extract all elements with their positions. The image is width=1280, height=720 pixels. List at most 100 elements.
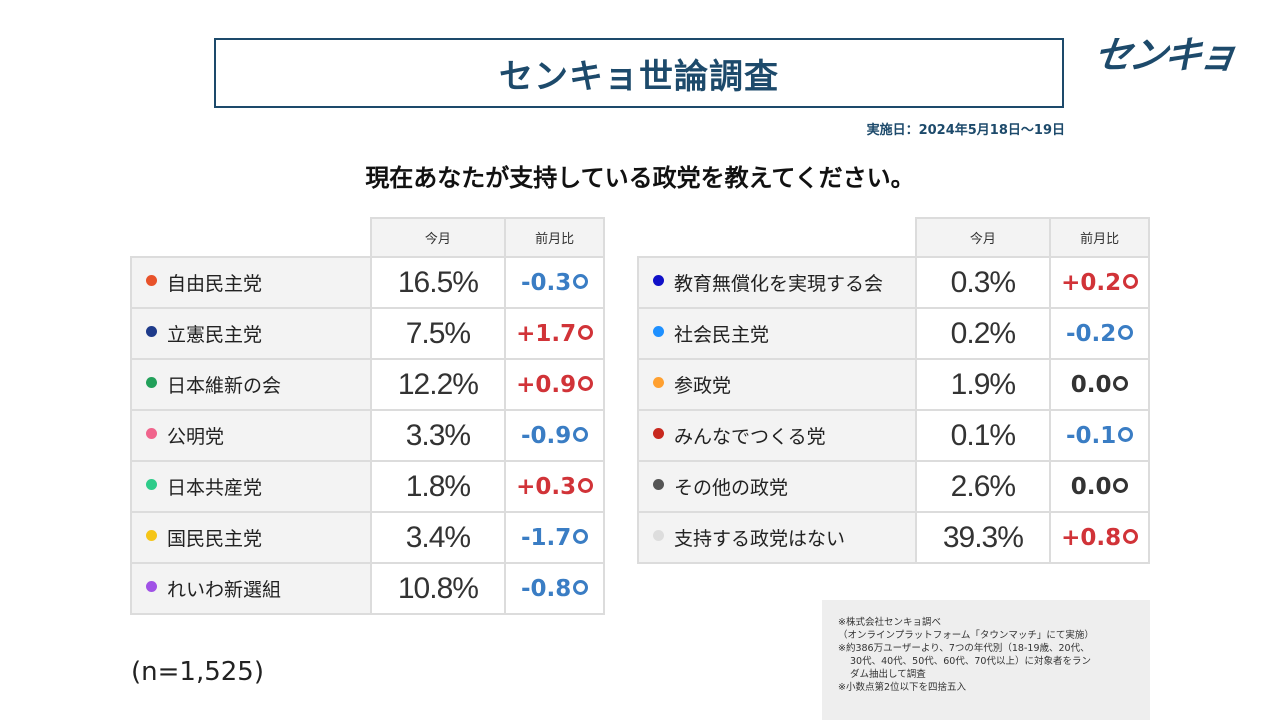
- point-unit-icon: [1123, 273, 1139, 289]
- party-row: 日本維新の会 12.2% +0.9: [130, 358, 605, 411]
- header-blank-cell: [638, 218, 917, 258]
- month-diff-cell: +1.7: [504, 307, 605, 360]
- month-diff-value: +0.9: [516, 371, 577, 398]
- current-percentage: 10.8%: [369, 562, 507, 615]
- month-diff-cell: +0.2: [1049, 256, 1150, 309]
- current-percentage: 7.5%: [369, 307, 507, 360]
- month-diff-value: -0.1: [1065, 422, 1117, 449]
- month-diff-cell: -0.9: [504, 409, 605, 462]
- party-name: 日本共産党: [167, 477, 263, 499]
- month-diff-cell: +0.9: [504, 358, 605, 411]
- party-name-cell: 日本共産党: [130, 460, 372, 513]
- party-row: れいわ新選組 10.8% -0.8: [130, 562, 605, 615]
- party-name-cell: 支持する政党はない: [637, 511, 917, 564]
- month-diff-value: -0.2: [1065, 320, 1117, 347]
- current-percentage: 3.3%: [369, 409, 507, 462]
- month-diff-cell: -0.1: [1049, 409, 1150, 462]
- party-row: 参政党 1.9% 0.0: [637, 358, 1150, 411]
- party-color-dot: [146, 479, 157, 490]
- party-row: 教育無償化を実現する会 0.3% +0.2: [637, 256, 1150, 309]
- party-name-cell: 国民民主党: [130, 511, 372, 564]
- month-diff-cell: +0.8: [1049, 511, 1150, 564]
- party-name: 日本維新の会: [167, 375, 282, 397]
- party-name-cell: 自由民主党: [130, 256, 372, 309]
- note-line: ※小数点第2位以下を四捨五入: [838, 682, 967, 693]
- current-percentage: 3.4%: [369, 511, 507, 564]
- party-name: 参政党: [674, 375, 732, 397]
- point-unit-icon: [1123, 528, 1139, 544]
- page-title: センキョ世論調査: [499, 56, 779, 97]
- title-box: センキョ世論調査: [214, 38, 1064, 108]
- current-percentage: 39.3%: [914, 511, 1052, 564]
- question-text: 現在あなたが支持している政党を教えてください。: [365, 164, 915, 192]
- party-color-dot: [653, 479, 664, 490]
- table-header-row: 今月 前月比: [638, 217, 1150, 258]
- month-diff-value: -0.9: [520, 422, 572, 449]
- month-diff-value: +0.3: [516, 473, 577, 500]
- party-table-right: 今月 前月比教育無償化を実現する会 0.3% +0.2 社会民主党 0.2% -0.2 参政党…: [637, 217, 1150, 564]
- party-color-dot: [653, 326, 664, 337]
- party-name-cell: 教育無償化を実現する会: [637, 256, 917, 309]
- note-line: ダム抽出して調査: [850, 669, 926, 680]
- header-blank-cell: [131, 218, 372, 258]
- party-name-cell: 参政党: [637, 358, 917, 411]
- party-name: その他の政党: [674, 477, 789, 499]
- month-diff-cell: +0.3: [504, 460, 605, 513]
- party-row: 社会民主党 0.2% -0.2: [637, 307, 1150, 360]
- point-unit-icon: [573, 579, 589, 595]
- party-row: 国民民主党 3.4% -1.7: [130, 511, 605, 564]
- party-name-cell: 公明党: [130, 409, 372, 462]
- header-month-diff: 前月比: [1049, 217, 1150, 258]
- notes-box: ※株式会社センキョ調べ （オンラインプラットフォーム「タウンマッチ」にて実施） ※約…: [822, 600, 1150, 720]
- month-diff-value: -0.8: [520, 575, 572, 602]
- party-color-dot: [653, 530, 664, 541]
- header-month-diff: 前月比: [504, 217, 605, 258]
- party-name-cell: 立憲民主党: [130, 307, 372, 360]
- current-percentage: 0.1%: [914, 409, 1052, 462]
- current-percentage: 0.2%: [914, 307, 1052, 360]
- party-name: れいわ新選組: [167, 579, 282, 601]
- party-color-dot: [653, 377, 664, 388]
- party-row: 公明党 3.3% -0.9: [130, 409, 605, 462]
- month-diff-value: +0.2: [1061, 269, 1122, 296]
- month-diff-cell: 0.0: [1049, 358, 1150, 411]
- current-percentage: 1.9%: [914, 358, 1052, 411]
- point-unit-icon: [578, 324, 594, 340]
- party-name: みんなでつくる党: [674, 426, 826, 448]
- party-color-dot: [146, 377, 157, 388]
- party-row: 支持する政党はない 39.3% +0.8: [637, 511, 1150, 564]
- party-row: 立憲民主党 7.5% +1.7: [130, 307, 605, 360]
- month-diff-value: +1.7: [516, 320, 577, 347]
- party-name: 支持する政党はない: [674, 528, 846, 550]
- current-percentage: 12.2%: [369, 358, 507, 411]
- party-name-cell: 社会民主党: [637, 307, 917, 360]
- party-row: みんなでつくる党 0.1% -0.1: [637, 409, 1150, 462]
- note-line: ※約386万ユーザーより、7つの年代別（18-19歳、20代、: [838, 643, 1090, 654]
- month-diff-value: -0.3: [520, 269, 572, 296]
- brand-logo: センキョ: [1091, 33, 1238, 77]
- party-row: 自由民主党 16.5% -0.3: [130, 256, 605, 309]
- party-name: 国民民主党: [167, 528, 263, 550]
- current-percentage: 1.8%: [369, 460, 507, 513]
- point-unit-icon: [573, 426, 589, 442]
- note-line: （オンラインプラットフォーム「タウンマッチ」にて実施）: [838, 630, 1094, 641]
- current-percentage: 0.3%: [914, 256, 1052, 309]
- party-color-dot: [146, 326, 157, 337]
- party-name: 教育無償化を実現する会: [674, 273, 884, 295]
- sample-size: (n=1,525): [131, 657, 264, 687]
- party-name: 自由民主党: [167, 273, 263, 295]
- point-unit-icon: [1113, 477, 1129, 493]
- point-unit-icon: [1113, 375, 1129, 391]
- table-header-row: 今月 前月比: [131, 217, 605, 258]
- point-unit-icon: [573, 273, 589, 289]
- party-color-dot: [653, 275, 664, 286]
- survey-date: 実施日：2024年5月18日〜19日: [866, 123, 1065, 138]
- party-name-cell: れいわ新選組: [130, 562, 372, 615]
- party-name: 公明党: [167, 426, 225, 448]
- point-unit-icon: [573, 528, 589, 544]
- party-row: その他の政党 2.6% 0.0: [637, 460, 1150, 513]
- point-unit-icon: [578, 477, 594, 493]
- party-color-dot: [146, 530, 157, 541]
- party-name: 社会民主党: [674, 324, 770, 346]
- current-percentage: 2.6%: [914, 460, 1052, 513]
